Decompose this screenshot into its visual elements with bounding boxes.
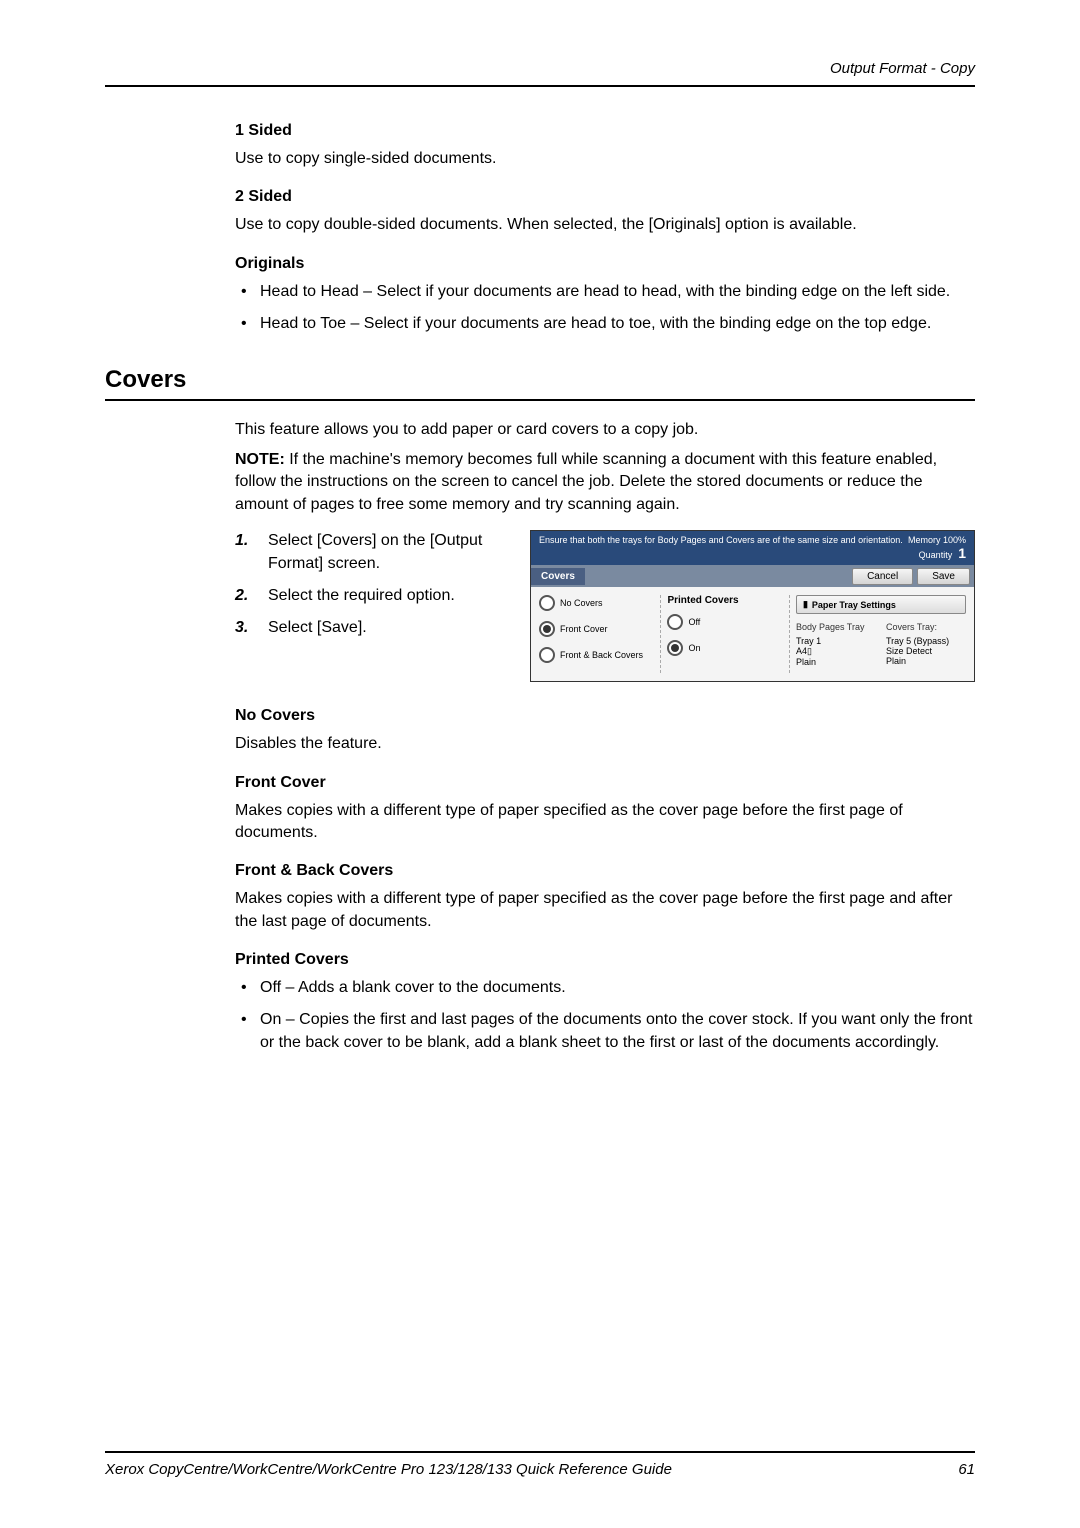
radio-label-front-cover: Front Cover — [560, 624, 608, 634]
text-front-cover: Makes copies with a different type of pa… — [235, 800, 975, 845]
covers-step-3: Select [Save]. — [235, 617, 510, 639]
note-label: NOTE: — [235, 451, 285, 468]
radio-icon — [539, 647, 555, 663]
save-button[interactable]: Save — [917, 568, 970, 585]
text-no-covers: Disables the feature. — [235, 733, 975, 755]
dialog-hint: Ensure that both the trays for Body Page… — [539, 535, 903, 546]
radio-label-no-covers: No Covers — [560, 598, 603, 608]
footer-title: Xerox CopyCentre/WorkCentre/WorkCentre P… — [105, 1461, 672, 1478]
heading-1-sided: 1 Sided — [235, 122, 975, 140]
dialog-memory: Memory 100% — [908, 535, 966, 545]
body-tray-line1: Tray 1 — [796, 636, 876, 646]
page-footer: Xerox CopyCentre/WorkCentre/WorkCentre P… — [105, 1451, 975, 1478]
radio-icon — [667, 640, 683, 656]
settings-icon: ▮ — [803, 599, 808, 610]
heading-front-cover: Front Cover — [235, 774, 975, 792]
radio-front-back-covers[interactable]: Front & Back Covers — [539, 647, 660, 663]
printed-covers-label: Printed Covers — [667, 595, 788, 606]
body-tray-line2: A4▯ — [796, 646, 876, 657]
paper-tray-settings-label: Paper Tray Settings — [812, 600, 896, 610]
page-section-header: Output Format - Copy — [105, 60, 975, 77]
covers-dialog-screenshot: Ensure that both the trays for Body Page… — [530, 530, 975, 682]
text-front-back-covers: Makes copies with a different type of pa… — [235, 888, 975, 933]
body-pages-tray-header: Body Pages Tray — [796, 622, 876, 632]
radio-icon — [539, 595, 555, 611]
covers-rule — [105, 399, 975, 401]
dialog-quantity-label: Quantity — [919, 550, 953, 560]
covers-step-2: Select the required option. — [235, 585, 510, 607]
paper-tray-settings-button[interactable]: ▮ Paper Tray Settings — [796, 595, 966, 614]
heading-covers: Covers — [105, 366, 975, 394]
covers-intro: This feature allows you to add paper or … — [235, 419, 975, 441]
radio-front-cover[interactable]: Front Cover — [539, 621, 660, 637]
radio-label-front-back: Front & Back Covers — [560, 650, 643, 660]
dialog-quantity: 1 — [958, 545, 966, 561]
covers-tray-header: Covers Tray: — [886, 622, 966, 632]
page-number: 61 — [958, 1461, 975, 1478]
dialog-tab-covers[interactable]: Covers — [531, 568, 585, 585]
originals-bullet-2: Head to Toe – Select if your documents a… — [235, 313, 975, 335]
covers-tray-line1: Tray 5 (Bypass) — [886, 636, 966, 646]
text-2-sided: Use to copy double-sided documents. When… — [235, 214, 975, 236]
covers-step-1: Select [Covers] on the [Output Format] s… — [235, 530, 510, 575]
radio-icon — [667, 614, 683, 630]
originals-bullet-1: Head to Head – Select if your documents … — [235, 281, 975, 303]
originals-list: Head to Head – Select if your documents … — [235, 281, 975, 336]
body-tray-line3: Plain — [796, 657, 876, 667]
covers-tray-line2: Size Detect — [886, 646, 966, 656]
cancel-button[interactable]: Cancel — [852, 568, 913, 585]
note-body: If the machine's memory becomes full whi… — [235, 451, 937, 513]
header-rule — [105, 85, 975, 87]
radio-icon — [539, 621, 555, 637]
covers-steps: Select [Covers] on the [Output Format] s… — [235, 530, 510, 640]
heading-no-covers: No Covers — [235, 707, 975, 725]
heading-2-sided: 2 Sided — [235, 188, 975, 206]
heading-originals: Originals — [235, 255, 975, 273]
radio-label-off: Off — [688, 617, 700, 627]
printed-covers-bullet-1: Off – Adds a blank cover to the document… — [235, 977, 975, 999]
heading-front-back-covers: Front & Back Covers — [235, 862, 975, 880]
radio-printed-on[interactable]: On — [667, 640, 788, 656]
covers-tray-line3: Plain — [886, 656, 966, 666]
radio-no-covers[interactable]: No Covers — [539, 595, 660, 611]
printed-covers-bullet-2: On – Copies the first and last pages of … — [235, 1009, 975, 1054]
radio-printed-off[interactable]: Off — [667, 614, 788, 630]
radio-label-on: On — [688, 643, 700, 653]
covers-note: NOTE: If the machine's memory becomes fu… — [235, 449, 975, 516]
text-1-sided: Use to copy single-sided documents. — [235, 148, 975, 170]
footer-rule — [105, 1451, 975, 1453]
heading-printed-covers: Printed Covers — [235, 951, 975, 969]
printed-covers-list: Off – Adds a blank cover to the document… — [235, 977, 975, 1054]
